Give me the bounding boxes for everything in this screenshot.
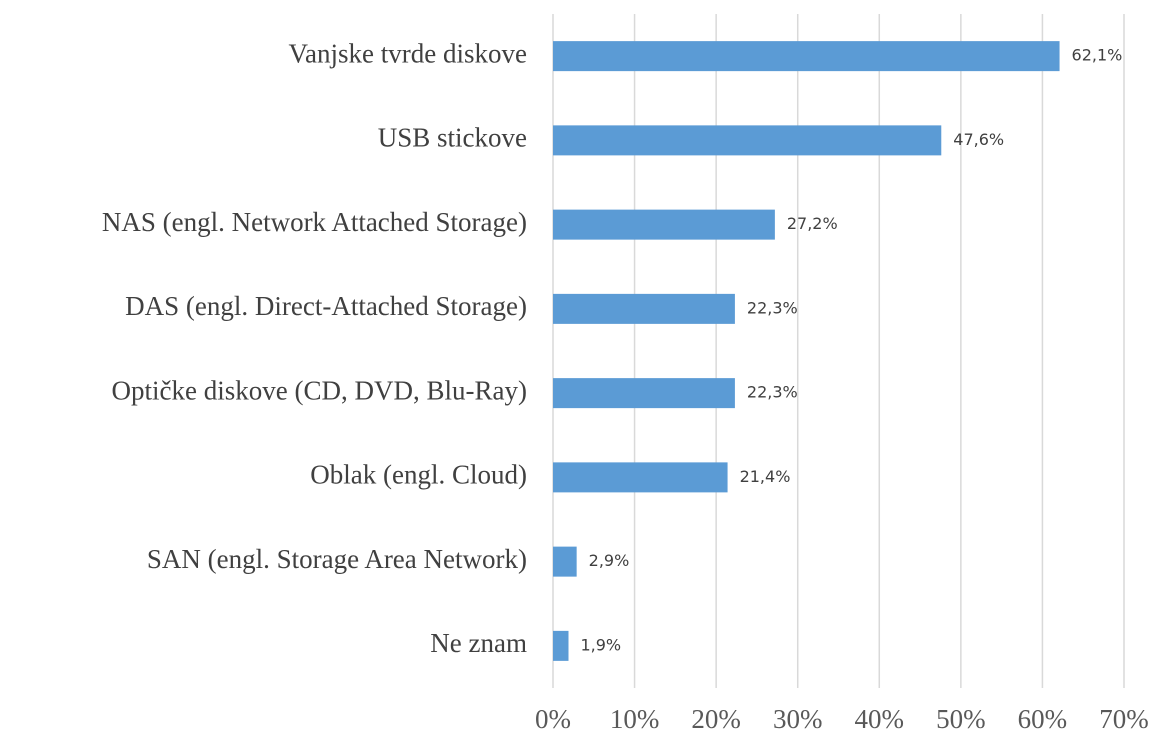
bar — [553, 630, 569, 661]
x-tick-label: 70% — [1099, 704, 1149, 734]
bar — [553, 125, 942, 156]
y-tick-label: USB stickove — [378, 123, 527, 153]
data-label: 27,2% — [787, 214, 838, 233]
x-tick-label: 0% — [535, 704, 571, 734]
x-tick-label: 60% — [1018, 704, 1068, 734]
x-tick-label: 30% — [773, 704, 823, 734]
bar — [553, 546, 577, 577]
y-tick-label: Ne znam — [430, 628, 527, 658]
bar — [553, 462, 728, 493]
x-tick-label: 20% — [691, 704, 741, 734]
x-tick-label: 50% — [936, 704, 986, 734]
x-tick-label: 10% — [610, 704, 660, 734]
data-label: 2,9% — [589, 551, 630, 570]
data-label: 1,9% — [580, 635, 621, 654]
x-tick-label: 40% — [855, 704, 905, 734]
bar — [553, 41, 1060, 72]
y-tick-label: DAS (engl. Direct-Attached Storage) — [125, 291, 527, 321]
bar — [553, 293, 735, 324]
data-label: 22,3% — [747, 298, 798, 317]
data-label: 22,3% — [747, 383, 798, 402]
y-tick-label: NAS (engl. Network Attached Storage) — [102, 207, 527, 237]
y-tick-label: Vanjske tvrde diskove — [289, 38, 527, 68]
y-tick-label: SAN (engl. Storage Area Network) — [147, 544, 527, 574]
data-label: 62,1% — [1072, 46, 1123, 65]
bar — [553, 378, 735, 409]
y-tick-label: Optičke diskove (CD, DVD, Blu-Ray) — [112, 375, 527, 405]
data-label: 47,6% — [953, 130, 1004, 149]
y-tick-label: Oblak (engl. Cloud) — [310, 460, 527, 490]
bar — [553, 209, 775, 240]
data-label: 21,4% — [740, 467, 791, 486]
